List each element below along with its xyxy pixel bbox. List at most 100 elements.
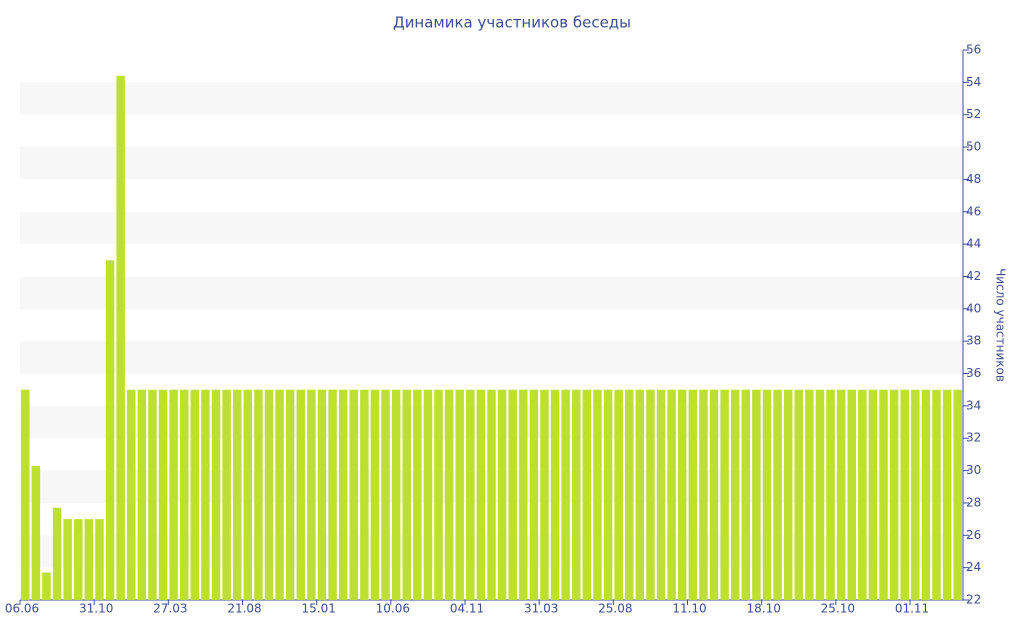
bar bbox=[826, 389, 835, 600]
bar bbox=[709, 389, 719, 600]
bar bbox=[540, 389, 549, 600]
bar bbox=[720, 389, 729, 600]
bar bbox=[762, 389, 772, 600]
bar bbox=[381, 389, 390, 600]
grid-band bbox=[20, 341, 963, 374]
y-tick-label: 48 bbox=[966, 172, 981, 186]
y-tick-label: 38 bbox=[966, 334, 981, 348]
bar bbox=[847, 389, 856, 600]
bar bbox=[285, 389, 295, 600]
y-tick-label: 52 bbox=[966, 107, 981, 121]
bar bbox=[519, 389, 528, 600]
bar bbox=[307, 389, 316, 600]
bar bbox=[730, 389, 740, 600]
x-tick-label: 06.06 bbox=[5, 602, 39, 616]
bar bbox=[858, 389, 867, 600]
y-tick-label: 30 bbox=[966, 463, 981, 477]
bar bbox=[42, 572, 51, 600]
bar bbox=[317, 389, 327, 600]
y-tick-label: 50 bbox=[966, 140, 981, 154]
bar bbox=[603, 389, 613, 600]
bar bbox=[243, 389, 253, 600]
bar bbox=[783, 389, 793, 600]
bar bbox=[889, 389, 899, 600]
bar bbox=[932, 389, 941, 600]
bar bbox=[222, 389, 231, 600]
bar bbox=[201, 389, 210, 600]
bar bbox=[625, 389, 634, 600]
bar bbox=[635, 389, 645, 600]
bar bbox=[836, 389, 846, 600]
bar bbox=[254, 389, 263, 600]
grid-band bbox=[20, 276, 963, 309]
bar bbox=[190, 389, 200, 600]
x-tick-label: 25.08 bbox=[598, 602, 632, 616]
bar bbox=[497, 389, 507, 600]
bar bbox=[105, 260, 115, 600]
bar bbox=[360, 389, 369, 600]
bar bbox=[572, 389, 581, 600]
bar bbox=[900, 389, 909, 600]
grid-band bbox=[20, 147, 963, 180]
bar bbox=[232, 389, 242, 600]
bar bbox=[868, 389, 878, 600]
bar bbox=[169, 389, 178, 600]
bar bbox=[434, 389, 443, 600]
bar bbox=[646, 389, 655, 600]
bar bbox=[179, 389, 189, 600]
bar bbox=[741, 389, 751, 600]
x-tick-label: 11.10 bbox=[672, 602, 706, 616]
bar bbox=[688, 389, 698, 600]
y-tick-label: 40 bbox=[966, 301, 981, 315]
x-tick-label: 31.10 bbox=[79, 602, 113, 616]
bar bbox=[127, 389, 136, 600]
bar bbox=[593, 389, 602, 600]
bar bbox=[582, 389, 592, 600]
bar bbox=[550, 389, 560, 600]
bar bbox=[402, 389, 411, 600]
bar bbox=[116, 75, 125, 601]
bar bbox=[953, 389, 962, 600]
bar bbox=[211, 389, 221, 600]
bar bbox=[656, 389, 666, 600]
x-tick-label: 18.10 bbox=[747, 602, 781, 616]
y-tick-label: 36 bbox=[966, 366, 981, 380]
bar bbox=[84, 519, 94, 600]
bar bbox=[328, 389, 337, 600]
bar bbox=[466, 389, 475, 600]
bar bbox=[391, 389, 401, 600]
bar bbox=[158, 389, 168, 600]
bar bbox=[487, 389, 496, 600]
y-tick-label: 34 bbox=[966, 398, 981, 412]
y-tick-label: 42 bbox=[966, 269, 981, 283]
bar bbox=[148, 389, 157, 600]
y-tick-label: 32 bbox=[966, 431, 981, 445]
x-tick-label: 25.10 bbox=[821, 602, 855, 616]
bar bbox=[423, 389, 433, 600]
bar bbox=[31, 465, 41, 600]
y-tick-label: 24 bbox=[966, 560, 981, 574]
y-tick-label: 54 bbox=[966, 75, 981, 89]
y-tick-label: 22 bbox=[966, 593, 981, 607]
x-tick-label: 01.11 bbox=[895, 602, 929, 616]
y-tick-label: 44 bbox=[966, 237, 981, 251]
x-tick-label: 15.01 bbox=[301, 602, 335, 616]
bar bbox=[614, 389, 623, 600]
bar bbox=[21, 389, 30, 600]
bar bbox=[805, 389, 814, 600]
bar bbox=[296, 389, 306, 600]
y-tick-label: 26 bbox=[966, 528, 981, 542]
y-tick-label: 46 bbox=[966, 204, 981, 218]
bar bbox=[773, 389, 782, 600]
bar bbox=[667, 389, 676, 600]
y-axis-label: Число участников bbox=[994, 268, 1008, 382]
grid-band bbox=[20, 82, 963, 115]
bar bbox=[137, 389, 147, 600]
bar bbox=[794, 389, 804, 600]
x-tick-label: 04.11 bbox=[450, 602, 484, 616]
bar bbox=[911, 389, 920, 600]
bar bbox=[370, 389, 380, 600]
bar bbox=[677, 389, 687, 600]
bar bbox=[561, 389, 570, 600]
